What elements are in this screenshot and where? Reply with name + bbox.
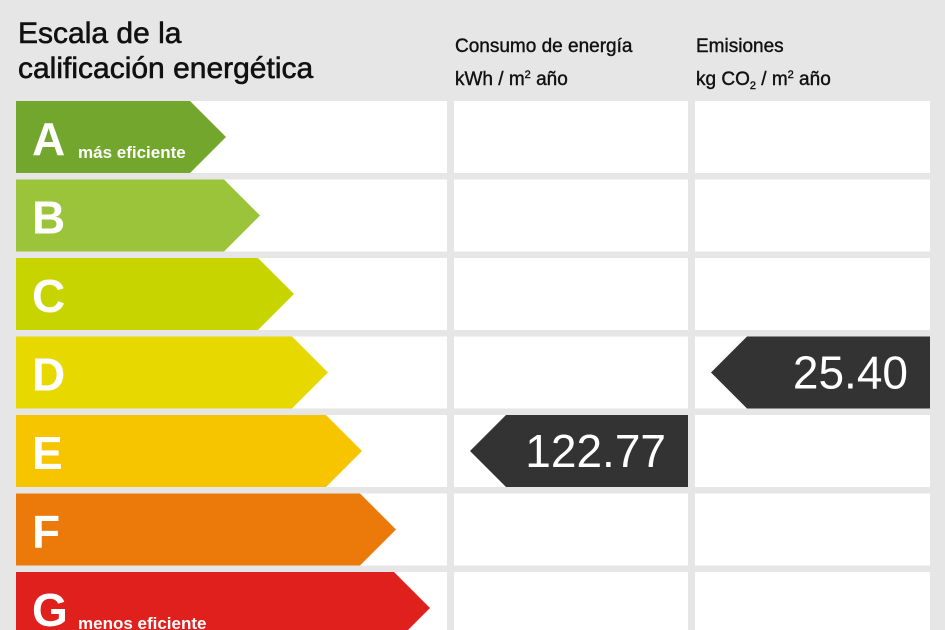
consumo-title: Consumo de energía (455, 36, 633, 57)
rating-bar-g (16, 572, 430, 630)
consumo-cell-f (454, 493, 688, 566)
rating-annotation-a: más eficiente (78, 143, 186, 162)
consumo-header: Consumo de energía kWh / m2 año (455, 32, 633, 94)
emisiones-marker (711, 336, 930, 409)
rating-bar-f (16, 493, 396, 566)
page-title: Escala de la calificación energética (18, 16, 314, 86)
rating-letter-d: D (32, 349, 65, 401)
consumo-cell-d (454, 336, 688, 409)
consumo-cell-b (454, 179, 688, 252)
emisiones-cell-c (695, 258, 930, 330)
rating-annotation-g: menos eficiente (78, 614, 207, 630)
rating-bar-d (16, 336, 328, 409)
rating-bar-b (16, 179, 260, 252)
rating-bar-e (16, 415, 362, 487)
rating-letter-f: F (32, 506, 60, 558)
title-line-2: calificación energética (18, 52, 314, 86)
consumo-cell-g (454, 572, 688, 630)
emisiones-cell-b (695, 179, 930, 252)
emisiones-header: Emisiones kg CO2 / m2 año (696, 32, 831, 101)
consumo-unit: kWh / m2 año (455, 69, 568, 90)
emisiones-cell-e (695, 415, 930, 487)
emisiones-value: 25.40 (793, 347, 908, 399)
rating-letter-b: B (32, 192, 65, 244)
emisiones-cell-f (695, 493, 930, 566)
consumo-cell-a (454, 101, 688, 173)
title-line-1: Escala de la (18, 17, 182, 51)
consumo-value: 122.77 (525, 425, 666, 477)
emisiones-cell-a (695, 101, 930, 173)
rating-bar-c (16, 258, 294, 330)
rating-letter-a: A (32, 113, 65, 165)
emisiones-cell-g (695, 572, 930, 630)
consumo-marker (470, 415, 688, 487)
consumo-cell-c (454, 258, 688, 330)
rating-letter-g: G (32, 584, 68, 630)
rating-letter-c: C (32, 270, 65, 322)
rating-letter-e: E (32, 427, 63, 479)
rating-bar-a (16, 101, 226, 173)
emisiones-unit: kg CO2 / m2 año (696, 69, 831, 92)
emisiones-title: Emisiones (696, 36, 784, 57)
